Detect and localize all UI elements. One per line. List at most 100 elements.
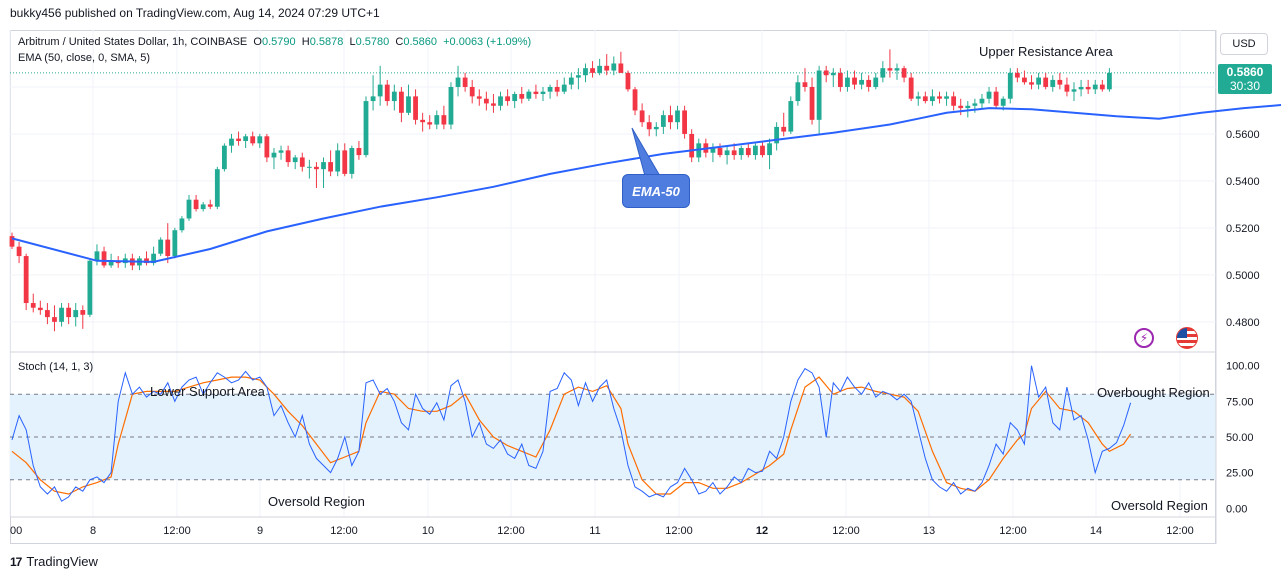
candle-body [717, 148, 723, 156]
candle [930, 89, 935, 106]
candle [568, 72, 574, 90]
last-price-tag: 0.5860 30:30 [1218, 63, 1272, 94]
time-tick-label: 14 [1090, 525, 1102, 537]
candle-body [399, 91, 404, 113]
candle [590, 61, 595, 78]
candle-body [349, 148, 355, 174]
candle-body [52, 317, 57, 322]
candle [540, 86, 546, 102]
ema-legend[interactable]: EMA (50, close, 0, SMA, 5) [18, 52, 151, 64]
candle-body [391, 91, 397, 102]
candle [625, 70, 631, 92]
candle [16, 241, 22, 264]
candle [243, 133, 249, 149]
candle [413, 89, 418, 125]
candle-body [158, 239, 164, 254]
candle [986, 86, 992, 104]
candle [335, 143, 341, 177]
candle-body [498, 96, 503, 106]
candle [306, 159, 312, 179]
candle [837, 68, 843, 92]
candle-body [547, 86, 553, 92]
stoch-legend[interactable]: Stoch (14, 1, 3) [18, 361, 94, 373]
oversold-region-label-left: Oversold Region [268, 494, 365, 509]
candle-body [1022, 77, 1027, 83]
time-tick-label: 11 [589, 525, 600, 537]
candle [271, 148, 277, 170]
candle-body [37, 307, 43, 311]
candle-body [222, 145, 227, 170]
candle-body [724, 150, 730, 156]
candle-body [767, 143, 772, 156]
candle [292, 155, 298, 170]
candle [951, 91, 957, 111]
stoch-tick-label: 0.00 [1226, 503, 1247, 515]
stoch-tick-label: 100.00 [1226, 361, 1260, 373]
candle-body [795, 82, 801, 102]
candle [1029, 75, 1034, 90]
candle-body [321, 162, 326, 170]
candle [1064, 77, 1070, 97]
flash-icon[interactable]: ⚡ [1134, 328, 1154, 348]
candle-body [108, 260, 114, 266]
candle-body [455, 77, 461, 87]
candle [434, 110, 440, 130]
time-tick-label: 12:00 [665, 525, 693, 537]
candle [285, 145, 291, 167]
currency-button[interactable]: USD [1220, 33, 1268, 55]
candle [137, 256, 142, 271]
candle-body [604, 65, 610, 71]
candle-body [328, 162, 333, 172]
stoch-tick-label: 50.00 [1226, 432, 1254, 444]
candle [278, 145, 284, 160]
time-tick-label: 12:00 [1166, 525, 1194, 537]
candle-body [568, 77, 574, 85]
candle-body [951, 96, 957, 106]
candle [937, 91, 942, 104]
candle [583, 63, 588, 83]
candle-body [830, 72, 836, 76]
candle-body [271, 152, 277, 158]
candle [760, 140, 765, 158]
candle-body [23, 256, 29, 304]
candle-body [866, 79, 872, 87]
candle [852, 70, 857, 90]
candle [505, 89, 510, 106]
candle [660, 110, 666, 134]
tradingview-logo[interactable]: 17 TradingView [10, 554, 98, 569]
time-tick-label: 13 [923, 525, 935, 537]
candle-body [958, 105, 964, 109]
us-flag-icon[interactable] [1176, 327, 1198, 349]
candle-body [540, 91, 546, 95]
symbol-legend[interactable]: Arbitrum / United States Dollar, 1h, COI… [18, 36, 531, 48]
candle-body [788, 101, 794, 132]
candle [668, 105, 673, 130]
candle [349, 145, 355, 179]
candle-body [491, 103, 496, 106]
candle [476, 89, 482, 106]
candle-body [1043, 77, 1049, 87]
bar-countdown: 30:30 [1229, 78, 1261, 93]
candle-body [944, 96, 949, 99]
candle [845, 70, 850, 92]
candle [866, 75, 872, 92]
oversold-region-label-right: Oversold Region [1111, 498, 1208, 513]
candle-body [101, 251, 107, 266]
candle [384, 79, 390, 106]
candle-body [434, 115, 440, 125]
candle-body [80, 310, 86, 315]
candle-body [753, 145, 758, 156]
candle [321, 157, 326, 188]
candle-body [625, 72, 631, 90]
time-tick-label: 12:00 [497, 525, 525, 537]
candle-body [519, 94, 525, 99]
candle [1078, 79, 1084, 97]
time-tick-label: 12:00 [330, 525, 358, 537]
ema-50-callout[interactable]: EMA-50 [622, 174, 690, 208]
candle-body [845, 77, 850, 87]
stoch-d-line [11, 376, 1132, 495]
candle [448, 82, 454, 130]
candle-body [1036, 77, 1041, 85]
candle [859, 72, 864, 90]
